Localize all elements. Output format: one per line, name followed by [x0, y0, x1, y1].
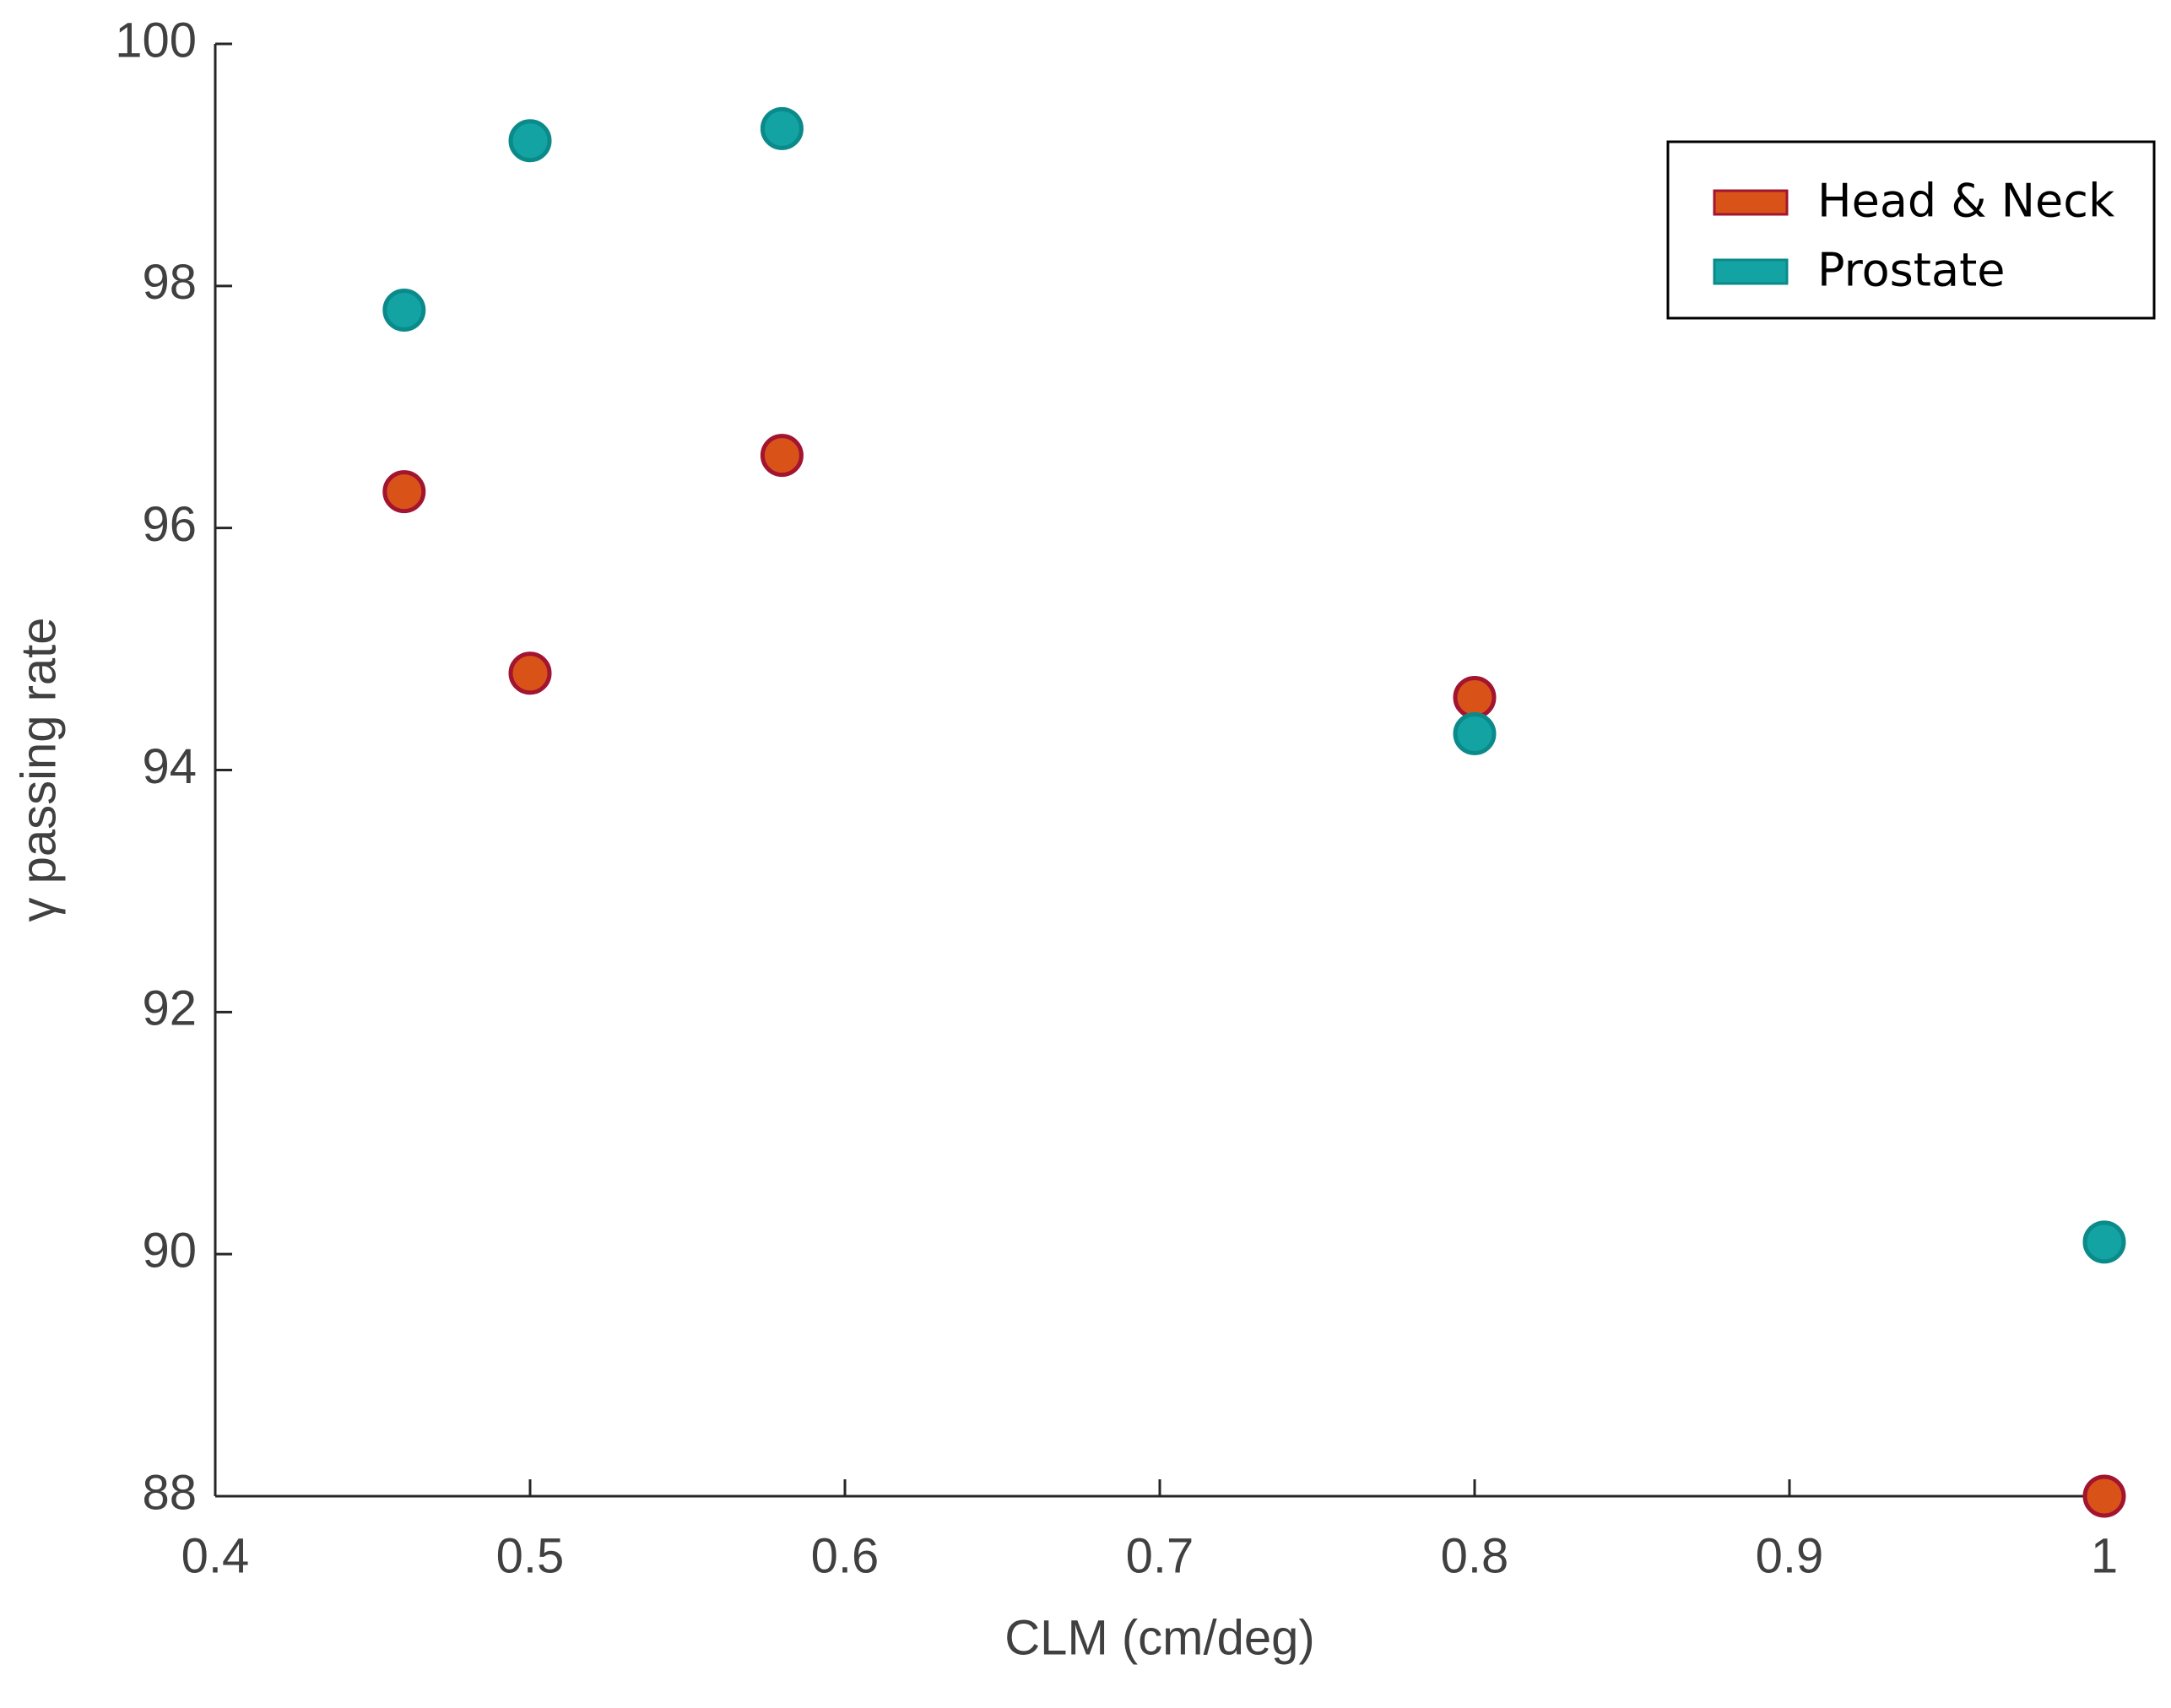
point [508, 119, 552, 163]
point [508, 651, 552, 695]
point [2082, 1220, 2126, 1264]
x-tick-label: 0.5 [496, 1528, 565, 1583]
y-tick-label: 98 [142, 255, 197, 310]
point [1453, 675, 1497, 719]
point [1453, 711, 1497, 755]
legend-box [1666, 140, 2156, 320]
x-tick-label: 0.8 [1441, 1528, 1509, 1583]
y-tick-label: 94 [142, 739, 197, 794]
legend-label: Head & Neck [1817, 175, 2115, 228]
legend-label: Prostate [1817, 244, 2005, 297]
point [382, 289, 426, 332]
x-axis-label: CLM (cm/deg) [1004, 1610, 1314, 1665]
y-tick-label: 96 [142, 497, 197, 552]
legend-swatch [1713, 189, 1789, 216]
x-tick-label: 0.6 [811, 1528, 880, 1583]
x-tick-label: 1 [2091, 1528, 2118, 1583]
point [382, 470, 426, 514]
y-tick-label: 100 [115, 13, 197, 68]
point [760, 106, 804, 150]
legend-swatch [1713, 258, 1789, 285]
y-axis-label: γ passing rate [11, 617, 66, 922]
y-tick-label: 90 [142, 1223, 197, 1278]
y-tick-label: 88 [142, 1465, 197, 1520]
point [2082, 1474, 2126, 1518]
x-tick-label: 0.4 [181, 1528, 250, 1583]
y-tick-label: 92 [142, 981, 197, 1036]
x-tick-label: 0.7 [1126, 1528, 1194, 1583]
x-tick-label: 0.9 [1756, 1528, 1824, 1583]
point [760, 434, 804, 478]
